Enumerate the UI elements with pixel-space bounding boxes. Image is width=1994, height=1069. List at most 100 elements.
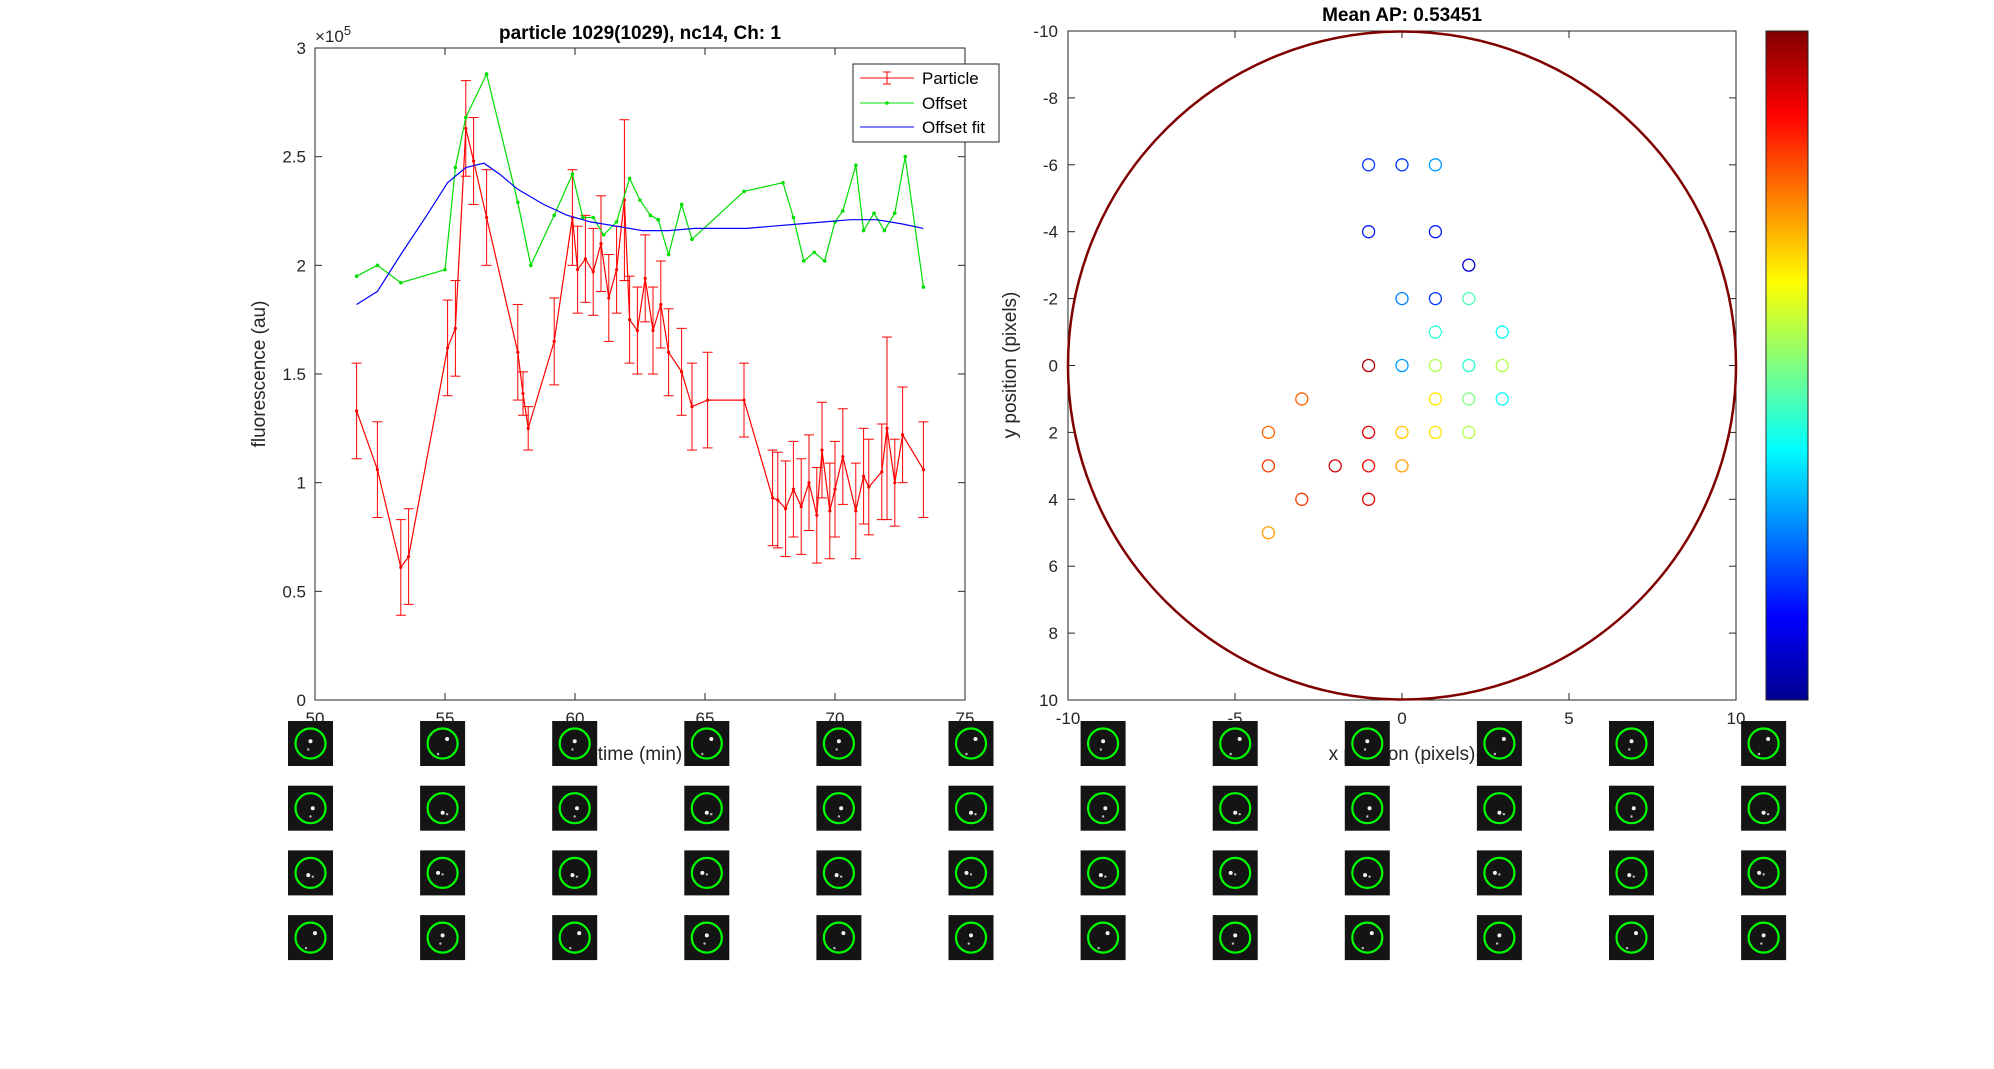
offset-point [484, 72, 489, 76]
thumbnail-ring [690, 921, 723, 954]
thumbnail-ring [426, 921, 459, 954]
particle-point [921, 468, 926, 472]
offset-point [581, 215, 585, 220]
thumbnail-spot [575, 875, 579, 878]
position-point [1428, 291, 1443, 306]
position-point [1361, 158, 1376, 172]
particle-point [880, 470, 884, 474]
thumbnail-ring [1219, 727, 1252, 760]
position-point [1495, 392, 1509, 406]
position-point [1361, 492, 1376, 506]
thumbnail-spot [1233, 810, 1238, 815]
thumbnail-spot [1363, 748, 1367, 751]
offset-point [443, 267, 447, 272]
thumbnail-spot [973, 737, 978, 741]
thumbnail-spot [1099, 748, 1103, 751]
y-tick-label: -6 [1043, 156, 1058, 175]
position-point [1428, 358, 1443, 373]
thumbnail-spot [700, 870, 705, 875]
thumbnail-spot [1105, 931, 1110, 936]
position-plot: Mean AP: 0.53451 y position (pixels) x p… [1000, 5, 1745, 765]
offset-point [570, 172, 575, 176]
thumbnail-spot [1229, 752, 1232, 756]
thumbnail-ring [822, 856, 856, 890]
thumbnail-spot [1627, 873, 1632, 878]
position-point [1361, 425, 1376, 440]
thumbnail-spot [1369, 931, 1374, 936]
thumbnail-ring [294, 792, 327, 825]
thumbnail-ring [1615, 792, 1648, 825]
y-tick-label: -2 [1043, 290, 1058, 309]
legend-offsetfit-label: Offset fit [922, 118, 985, 137]
thumbnail-ring [558, 727, 591, 760]
particle-point [799, 504, 803, 509]
thumbnail-ring [822, 792, 856, 825]
thumbnail-ring [1086, 856, 1120, 890]
position-point [1261, 425, 1276, 440]
position-point [1428, 425, 1443, 440]
offset-point [375, 263, 380, 268]
particle-point [453, 326, 457, 330]
thumbnail-spot [574, 806, 579, 811]
offset-point [893, 211, 897, 215]
thumbnail-spot [969, 873, 973, 876]
thumbnail-spot [834, 873, 839, 878]
particle-line [356, 128, 924, 569]
position-point [1428, 158, 1443, 172]
position-ring [1066, 30, 1738, 701]
particle-point [784, 507, 788, 511]
thumbnail-spot [1368, 875, 1371, 878]
particle-point [526, 426, 530, 430]
thumbnail-spot [1097, 946, 1100, 950]
offset-point [464, 115, 468, 120]
thumbnail-spot [967, 942, 970, 945]
thumbnail-spot [1492, 870, 1497, 875]
particle-point [599, 242, 603, 246]
thumbnail-spot [833, 946, 836, 950]
particle-point [399, 565, 403, 570]
thumbnail-spot [1365, 739, 1370, 744]
position-point [1261, 526, 1276, 540]
particle-point [791, 487, 796, 491]
thumbnail-spot [703, 942, 706, 945]
thumbnail-spot [1366, 815, 1369, 818]
position-point [1395, 158, 1409, 172]
thumbnail-ring [1747, 856, 1780, 890]
offset-point [601, 233, 606, 237]
y-tick-label: 6 [1049, 557, 1058, 576]
thumbnail-ring [690, 792, 723, 825]
thumbnail-spot [577, 931, 582, 936]
offset-point [861, 228, 866, 233]
legend-particle-label: Particle [922, 69, 979, 88]
y-tick-label: 0.5 [282, 582, 306, 601]
y-tick-label: -8 [1043, 89, 1058, 108]
particle-point [615, 268, 619, 272]
thumbnail-spot [1761, 933, 1766, 938]
thumbnail-spot [1234, 873, 1237, 876]
offset-point [822, 259, 827, 263]
thumbnail-spot [1361, 946, 1365, 950]
offset-point [354, 274, 359, 279]
particle-point [807, 481, 811, 485]
x-tick-label: 10 [1727, 709, 1746, 728]
offset-point [666, 252, 671, 257]
thumbnail-spot [1497, 810, 1502, 815]
particle-point [885, 426, 889, 430]
thumbnail-spot [445, 813, 449, 816]
position-point [1395, 291, 1409, 306]
thumbnail-spot [704, 933, 709, 938]
position-ylabel: y position (pixels) [1000, 292, 1021, 439]
offset-point [690, 237, 694, 242]
offset-point [781, 180, 785, 185]
trace-plot: particle 1029(1029), nc14, Ch: 1 ×105 fl… [249, 23, 1000, 765]
thumbnail-spot [837, 815, 841, 818]
offset-point [614, 220, 619, 224]
particle-point [607, 296, 611, 300]
thumbnail-spot [1502, 813, 1506, 816]
thumbnail-spot [309, 815, 312, 818]
position-point [1462, 358, 1476, 373]
thumbnail-ring [954, 921, 988, 954]
thumbnail-spot [1761, 810, 1766, 815]
thumbnail-spot [439, 942, 442, 945]
particle-point [583, 257, 588, 261]
